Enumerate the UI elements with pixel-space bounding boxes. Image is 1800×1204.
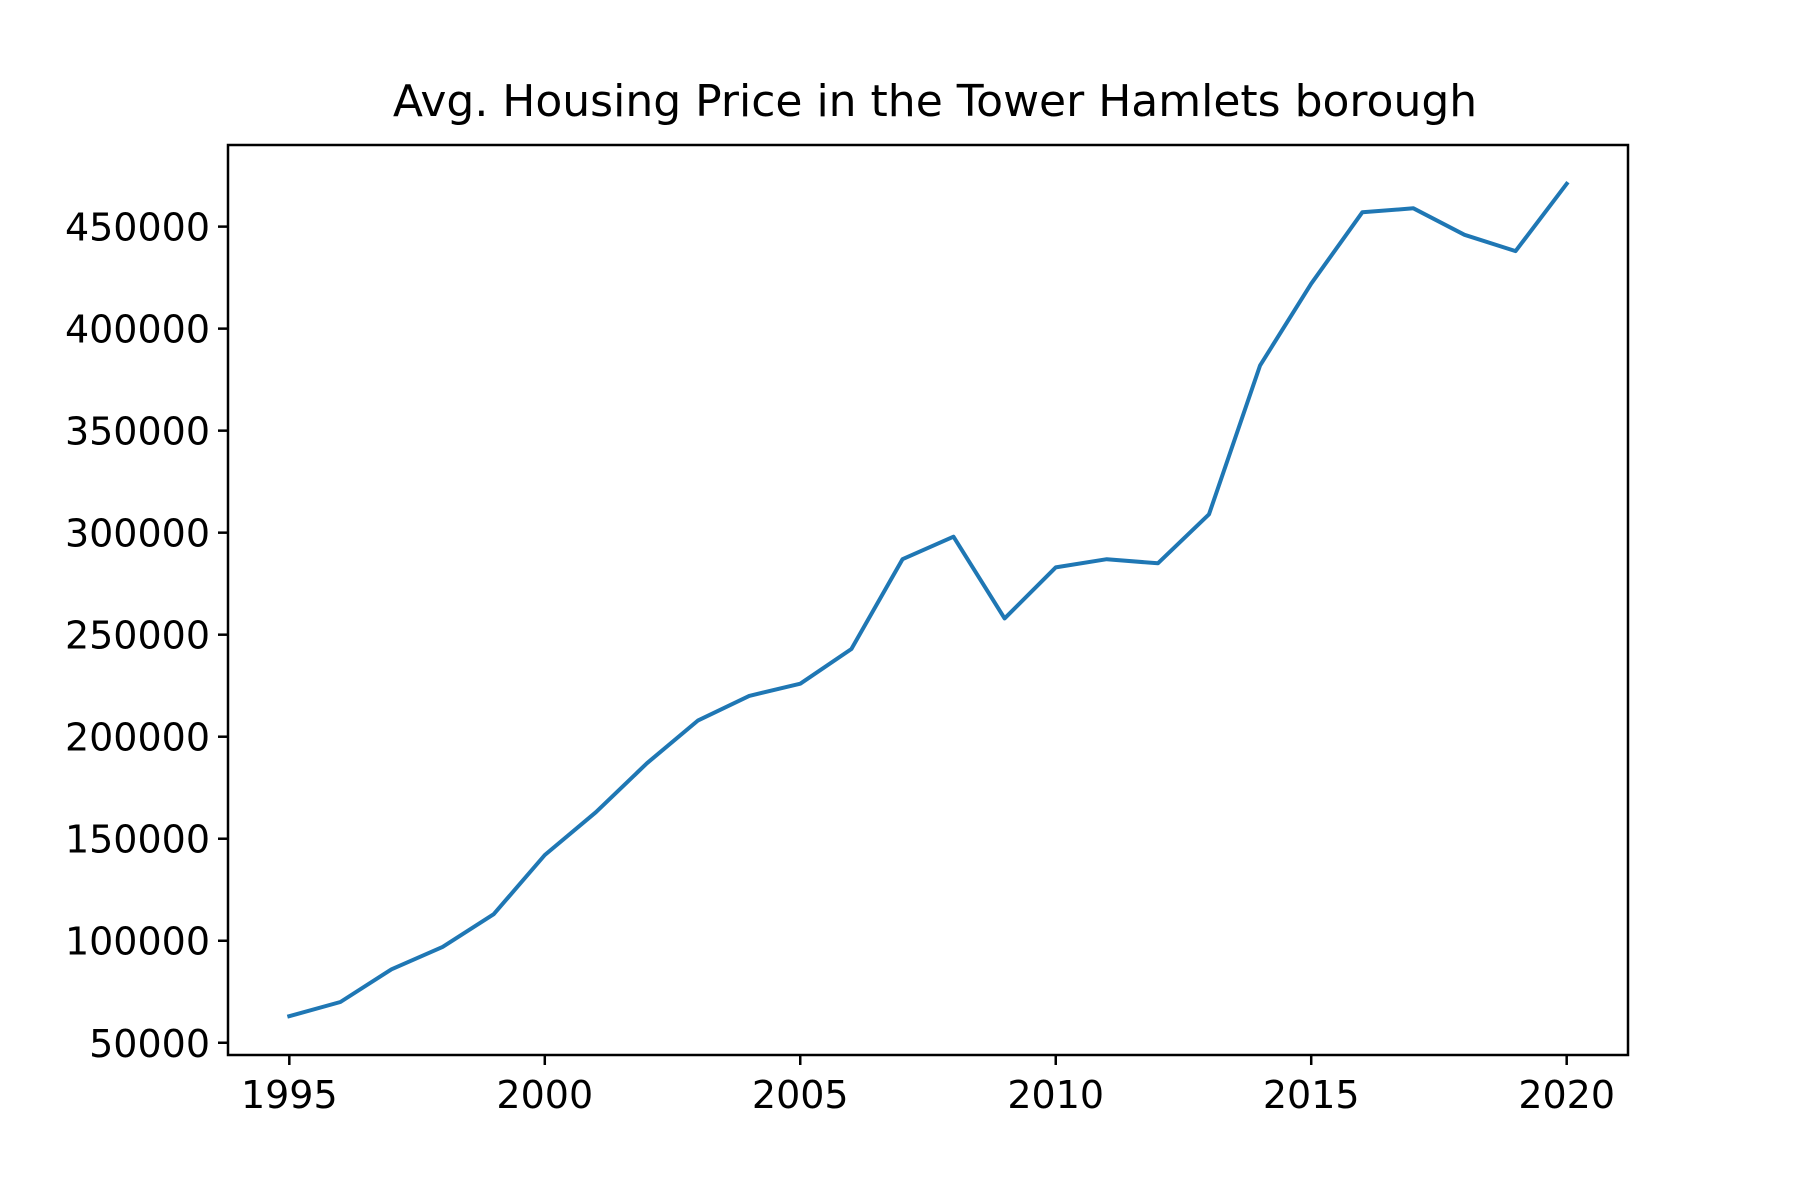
y-tick-label: 450000 xyxy=(65,206,210,250)
x-tick-label: 2000 xyxy=(496,1073,593,1117)
y-tick-label: 100000 xyxy=(65,920,210,964)
y-tick-label: 150000 xyxy=(65,818,210,862)
x-axis: 1995 2000 2005 2010 2015 2020 xyxy=(241,1055,1615,1117)
y-tick-label: 300000 xyxy=(65,512,210,556)
x-tick-label: 2020 xyxy=(1518,1073,1615,1117)
y-tick-label: 50000 xyxy=(89,1022,210,1066)
plot-frame xyxy=(226,143,1630,1057)
chart-title: Avg. Housing Price in the Tower Hamlets … xyxy=(393,76,1477,127)
x-tick-label: 2015 xyxy=(1263,1073,1360,1117)
series-line xyxy=(286,180,1570,1019)
y-tick-label: 400000 xyxy=(65,308,210,352)
x-tick-label: 1995 xyxy=(241,1073,338,1117)
y-tick-label: 200000 xyxy=(65,716,210,760)
y-tick-label: 250000 xyxy=(65,614,210,658)
x-tick-label: 2010 xyxy=(1007,1073,1104,1117)
series-layer xyxy=(286,180,1570,1019)
x-tick-label: 2005 xyxy=(752,1073,849,1117)
y-axis: 50000 100000 150000 200000 250000 300000 35000… xyxy=(65,206,228,1066)
y-tick-label: 350000 xyxy=(65,410,210,454)
